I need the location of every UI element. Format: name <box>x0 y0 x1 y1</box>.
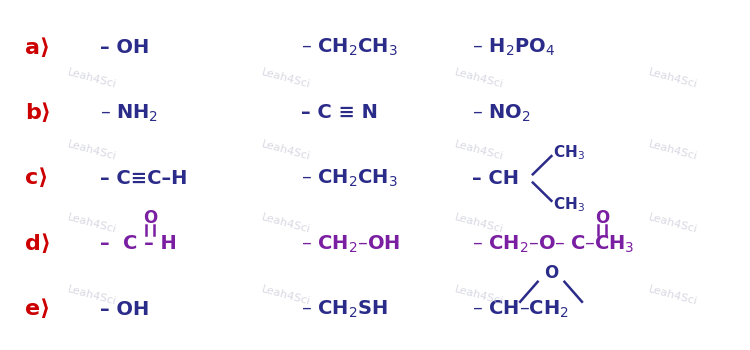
Text: C – H: C – H <box>123 234 177 253</box>
Text: C–CH$_3$: C–CH$_3$ <box>570 233 634 254</box>
Text: Leah4Sci: Leah4Sci <box>260 212 311 235</box>
Text: – OH: – OH <box>100 300 148 319</box>
Text: – CH$_2$CH$_3$: – CH$_2$CH$_3$ <box>301 168 398 189</box>
Text: e⟩: e⟩ <box>25 299 50 319</box>
Text: CH$_3$: CH$_3$ <box>553 195 585 214</box>
Text: a⟩: a⟩ <box>25 37 50 57</box>
Text: – CH–CH$_2$: – CH–CH$_2$ <box>472 299 568 320</box>
Text: – CH$_2$–OH: – CH$_2$–OH <box>301 233 400 254</box>
Text: Leah4Sci: Leah4Sci <box>67 67 118 90</box>
Text: O: O <box>595 209 609 227</box>
Text: – CH$_2$CH$_3$: – CH$_2$CH$_3$ <box>301 37 398 58</box>
Text: Leah4Sci: Leah4Sci <box>67 284 118 307</box>
Text: – NH$_2$: – NH$_2$ <box>100 102 158 124</box>
Text: O: O <box>143 209 158 227</box>
Text: – H$_2$PO$_4$: – H$_2$PO$_4$ <box>472 37 555 58</box>
Text: – CH$_2$–O–: – CH$_2$–O– <box>472 233 566 254</box>
Text: – NO$_2$: – NO$_2$ <box>472 102 531 124</box>
Text: – C ≡ N: – C ≡ N <box>301 104 377 122</box>
Text: Leah4Sci: Leah4Sci <box>67 212 118 235</box>
Text: – CH: – CH <box>472 169 519 188</box>
Text: – OH: – OH <box>100 38 148 57</box>
Text: O: O <box>544 264 558 282</box>
Text: CH$_3$: CH$_3$ <box>553 143 585 162</box>
Text: Leah4Sci: Leah4Sci <box>647 212 698 235</box>
Text: Leah4Sci: Leah4Sci <box>260 67 311 90</box>
Text: d⟩: d⟩ <box>25 234 51 254</box>
Text: Leah4Sci: Leah4Sci <box>260 140 311 162</box>
Text: Leah4Sci: Leah4Sci <box>454 212 505 235</box>
Text: – C≡C–H: – C≡C–H <box>100 169 187 188</box>
Text: Leah4Sci: Leah4Sci <box>647 67 698 90</box>
Text: Leah4Sci: Leah4Sci <box>647 284 698 307</box>
Text: –: – <box>100 234 109 253</box>
Text: Leah4Sci: Leah4Sci <box>67 140 118 162</box>
Text: Leah4Sci: Leah4Sci <box>260 284 311 307</box>
Text: Leah4Sci: Leah4Sci <box>647 140 698 162</box>
Text: Leah4Sci: Leah4Sci <box>454 67 505 90</box>
Text: b⟩: b⟩ <box>25 103 51 123</box>
Text: – CH$_2$SH: – CH$_2$SH <box>301 299 388 320</box>
Text: Leah4Sci: Leah4Sci <box>454 284 505 307</box>
Text: Leah4Sci: Leah4Sci <box>454 140 505 162</box>
Text: c⟩: c⟩ <box>25 168 49 188</box>
